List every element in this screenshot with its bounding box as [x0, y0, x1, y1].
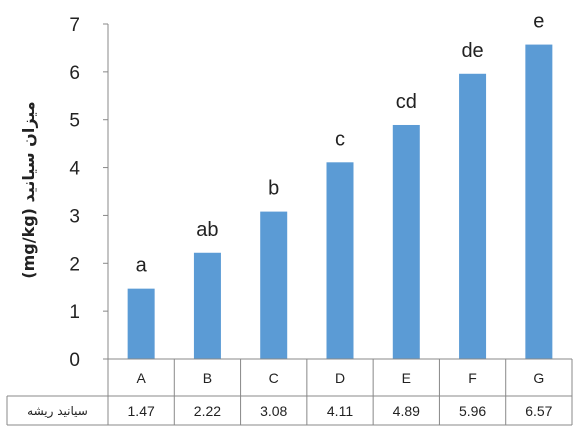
- table-value-cell: 4.89: [393, 403, 420, 419]
- category-label: E: [402, 370, 411, 386]
- category-label: A: [136, 370, 146, 386]
- significance-letter: e: [533, 11, 544, 33]
- significance-letters: a ab b c cd de e: [136, 11, 545, 277]
- significance-letter: a: [136, 255, 148, 277]
- y-axis-ticks: 0 1 2 3 4 5 6 7: [69, 15, 108, 371]
- bar-A: [127, 288, 155, 359]
- y-tick-label: 5: [69, 111, 80, 132]
- category-label: D: [335, 370, 345, 386]
- significance-letter: b: [268, 178, 279, 200]
- category-label: C: [269, 370, 279, 386]
- table-value-cell: 6.57: [525, 403, 552, 419]
- bar-C: [260, 211, 288, 359]
- bar-E: [392, 124, 420, 359]
- table-row-label: سیانید ریشه: [27, 404, 88, 419]
- y-axis-label-group: (mg/kg) میزان سیانید: [19, 101, 38, 278]
- y-tick-label: 6: [69, 63, 80, 84]
- y-axis-label: (mg/kg) میزان سیانید: [19, 101, 38, 278]
- table-value-cell: 3.08: [260, 403, 287, 419]
- bars: [127, 44, 553, 360]
- category-label: G: [533, 370, 544, 386]
- data-table: A 1.47 B 2.22 C 3.08 D 4.11 E 4.89 F 5.96 G 6.57 سیانی…: [6, 359, 573, 426]
- significance-letter: de: [461, 40, 483, 62]
- significance-letter: c: [335, 128, 345, 150]
- table-value-cell: 1.47: [128, 403, 155, 419]
- category-label: F: [468, 370, 477, 386]
- y-tick-label: 3: [69, 206, 80, 227]
- table-value-cell: 4.11: [327, 403, 353, 419]
- significance-letter: cd: [396, 91, 417, 113]
- significance-letter: ab: [196, 219, 218, 241]
- y-tick-label: 1: [69, 302, 80, 323]
- y-tick-label: 7: [69, 15, 80, 36]
- bar-G: [525, 44, 553, 359]
- bar-F: [459, 73, 487, 360]
- table-value-cell: 2.22: [194, 403, 221, 419]
- category-label: B: [203, 370, 212, 386]
- table-value-cell: 5.96: [459, 403, 486, 419]
- y-tick-label: 4: [69, 159, 80, 180]
- bar-D: [326, 162, 354, 359]
- y-tick-label: 2: [69, 254, 80, 275]
- y-tick-label: 0: [69, 350, 80, 371]
- bar-B: [193, 252, 221, 359]
